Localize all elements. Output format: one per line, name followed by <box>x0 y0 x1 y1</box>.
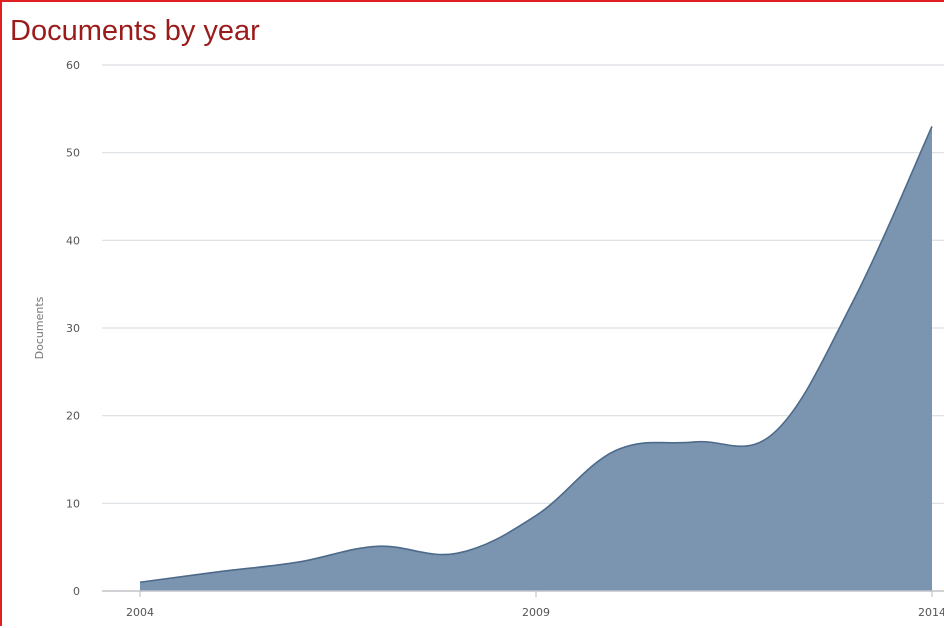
data-point-2010 <box>613 449 617 453</box>
x-tick-label-2009: 2009 <box>522 606 550 619</box>
data-point-2005 <box>217 570 221 574</box>
y-tick-label-40: 40 <box>66 234 80 247</box>
y-tick-label-20: 20 <box>66 410 80 423</box>
y-tick-label-0: 0 <box>73 585 80 598</box>
y-tick-label-30: 30 <box>66 322 80 335</box>
chart-title: Documents by year <box>10 15 260 47</box>
y-tick-label-10: 10 <box>66 497 80 510</box>
series-line <box>139 126 933 584</box>
data-point-2013 <box>851 300 855 304</box>
y-axis-title: Documents <box>33 296 46 359</box>
y-tick-label-60: 60 <box>66 59 80 72</box>
data-point-2006 <box>296 560 300 564</box>
data-point-2014 <box>930 124 934 128</box>
y-tick-label-50: 50 <box>66 147 80 160</box>
data-point-2007 <box>376 544 380 548</box>
data-point-2011 <box>692 440 696 444</box>
data-point-2008 <box>455 551 459 555</box>
data-point-2009 <box>534 514 538 518</box>
x-tick-label-2004: 2004 <box>126 606 154 619</box>
data-point-2004 <box>138 580 142 584</box>
data-point-2012 <box>772 431 776 435</box>
x-tick-label-2014: 2014 <box>918 606 944 619</box>
series-area <box>140 126 932 591</box>
